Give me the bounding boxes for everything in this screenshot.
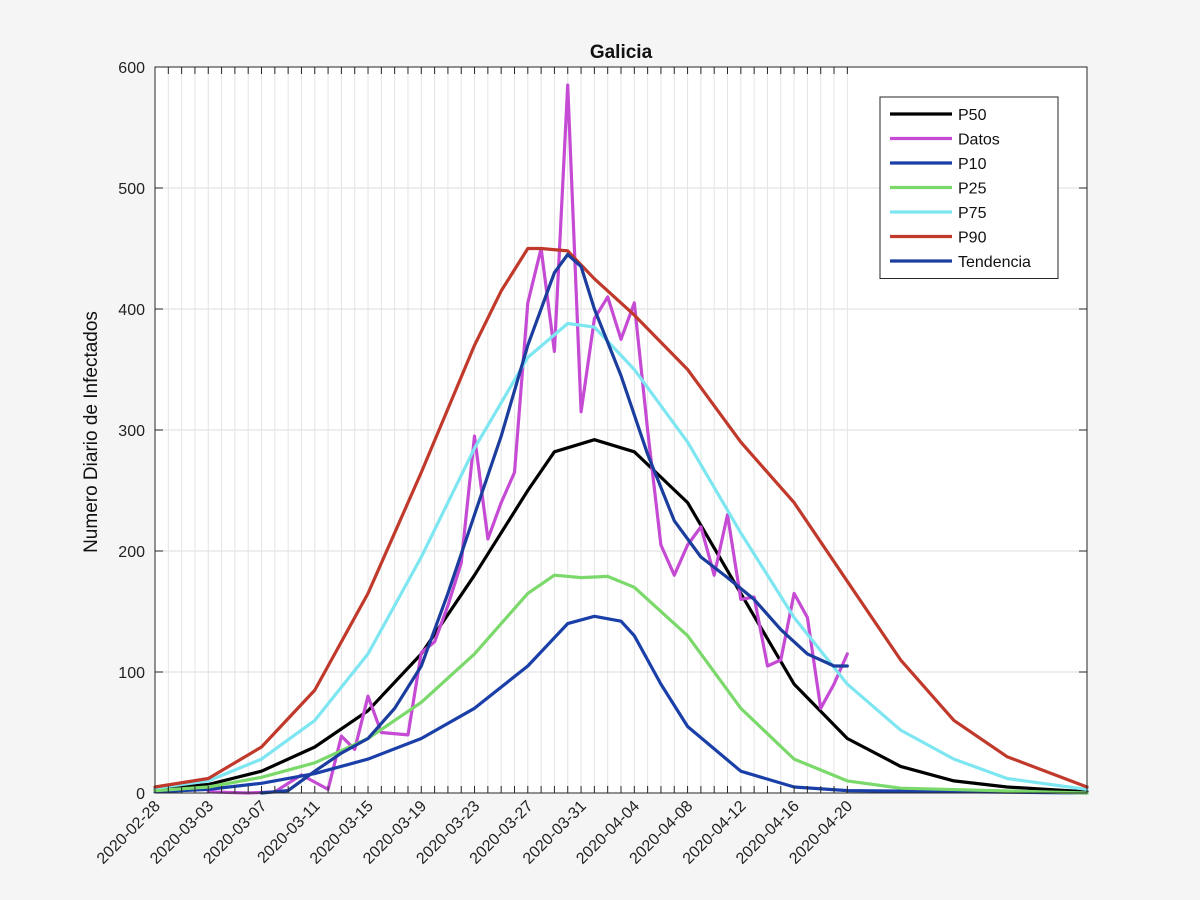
series-line-p75	[153, 321, 1089, 792]
y-tick-label: 500	[118, 181, 145, 198]
y-tick-label: 100	[118, 665, 145, 682]
y-tick-label: 0	[136, 786, 145, 803]
series-line-p10	[153, 614, 1089, 795]
legend-label-p10: P10	[958, 156, 987, 173]
legend-label-datos: Datos	[958, 132, 1000, 149]
legend: P50 Datos P10 P25 P75 P90 Tendencia	[879, 96, 1059, 279]
series-line-p50	[153, 438, 1089, 794]
series-lines	[153, 83, 1089, 795]
y-tick-label: 300	[118, 423, 145, 440]
series-line-p25	[153, 573, 1089, 795]
y-tick-label: 600	[118, 60, 145, 77]
series-line-tendencia	[259, 252, 849, 795]
legend-label-p25: P25	[958, 181, 987, 198]
legend-label-p50: P50	[958, 107, 987, 124]
series-line-datos	[206, 83, 849, 795]
legend-label-tendencia: Tendencia	[958, 254, 1031, 271]
y-axis-label: Numero Diario de Infectados	[81, 311, 102, 553]
legend-label-p75: P75	[958, 205, 987, 222]
y-tick-label: 200	[118, 544, 145, 561]
y-tick-label: 400	[118, 302, 145, 319]
y-axis-ticks: 0 100 200 300 400 500 600	[118, 60, 1087, 803]
series-line-p90	[153, 246, 1089, 789]
chart-title: Galicia	[590, 42, 653, 63]
legend-label-p90: P90	[958, 230, 987, 247]
